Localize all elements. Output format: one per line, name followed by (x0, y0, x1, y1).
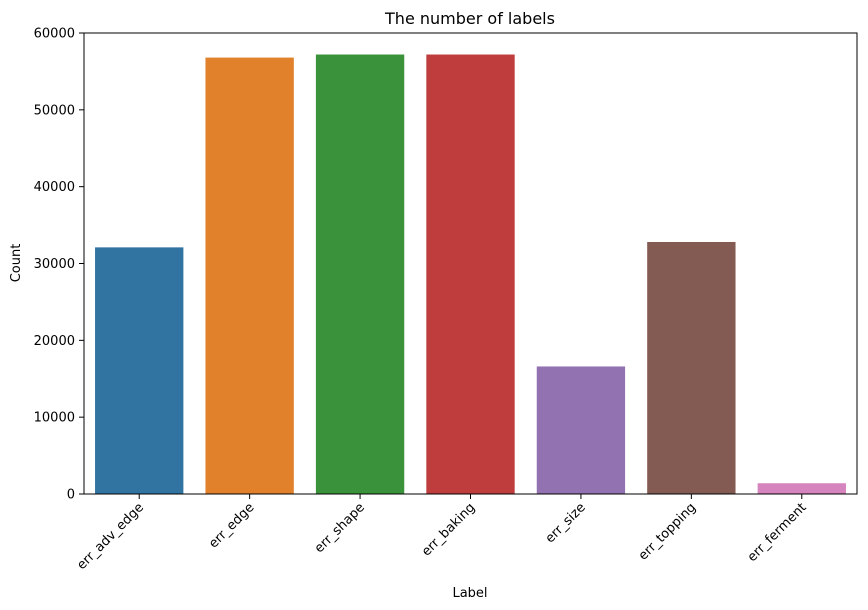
x-axis-label: Label (452, 586, 487, 601)
y-tick-label: 10000 (34, 411, 75, 426)
x-tick-label: err_adv_edge (74, 500, 147, 573)
y-tick-label: 50000 (34, 103, 75, 118)
bars-group (95, 54, 846, 494)
x-axis-ticks: err_adv_edge err_edge err_shape err_baking e… (74, 494, 810, 573)
y-tick-label: 20000 (34, 334, 75, 349)
bar-err_topping (647, 241, 736, 494)
x-tick-label: err_edge (206, 500, 257, 551)
bar-err_edge (205, 57, 294, 494)
x-tick-label: err_ferment (745, 500, 810, 565)
x-tick-label: err_topping (636, 500, 699, 563)
bar-err_size (536, 366, 626, 494)
y-tick-label: 40000 (34, 180, 75, 195)
y-tick-label: 0 (67, 488, 75, 503)
plot-frame (83, 32, 858, 495)
y-tick-label: 60000 (34, 27, 75, 42)
bar-err_shape (315, 54, 405, 494)
y-axis-ticks: 0 10000 20000 30000 40000 50000 60000 (34, 27, 84, 503)
y-tick-label: 30000 (34, 257, 75, 272)
bar-err_adv_edge (95, 247, 184, 494)
x-tick-label: err_size (543, 500, 589, 546)
chart-title: The number of labels (384, 9, 555, 28)
x-tick-label: err_baking (419, 500, 478, 559)
x-tick-label: err_shape (312, 500, 368, 556)
bar-err_baking (426, 54, 515, 494)
bar-err_ferment (757, 483, 846, 494)
y-axis-label: Count (9, 244, 24, 283)
